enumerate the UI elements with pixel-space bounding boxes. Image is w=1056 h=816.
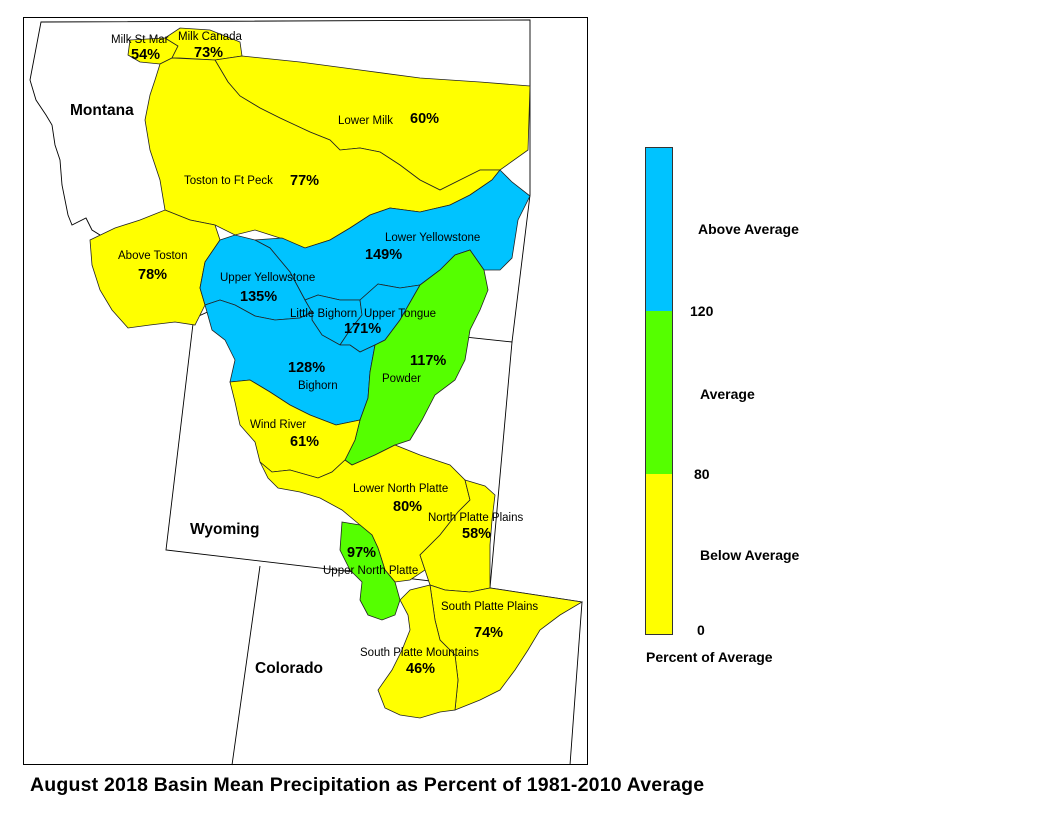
basin-label-milk-st-mary: Milk St Mar [111, 34, 169, 46]
basin-pct-south-platte-plains: 74% [474, 625, 503, 641]
basin-pct-upper-yellowstone: 135% [240, 289, 277, 305]
state-labels: Montana Wyoming Colorado [70, 102, 323, 677]
legend-title: Percent of Average [646, 649, 773, 665]
basin-label-upper-tongue: Upper Tongue [364, 308, 436, 320]
label-wyoming: Wyoming [190, 521, 259, 538]
basin-upper-north-platte[interactable] [339, 521, 401, 621]
legend-swatch-average [646, 311, 672, 474]
basin-label-milk-canada: Milk Canada [178, 31, 243, 43]
basin-label-upper-yellowstone: Upper Yellowstone [220, 272, 315, 284]
basin-label-wind-river: Wind River [250, 419, 306, 431]
basin-pct-lower-milk: 60% [410, 111, 439, 127]
basin-percent-labels: 54% 73% 60% 77% 78% 149% 135% 171% 128% … [131, 45, 503, 677]
basin-label-lower-yellowstone: Lower Yellowstone [385, 232, 480, 244]
basin-label-toston-ft-peck: Toston to Ft Peck [184, 175, 273, 187]
basin-pct-upper-north-platte: 97% [347, 545, 376, 561]
legend-label-below: Below Average [700, 547, 800, 563]
map-caption: August 2018 Basin Mean Precipitation as … [30, 774, 705, 796]
basin-label-bighorn: Bighorn [298, 380, 338, 392]
basin-map: Montana Wyoming Colorado Milk St Mar Mil… [29, 19, 584, 766]
basin-pct-south-platte-mountains: 46% [406, 661, 435, 677]
basin-pct-lower-north-platte: 80% [393, 499, 422, 515]
basin-pct-north-platte-plains: 58% [462, 526, 491, 542]
basin-label-powder: Powder [382, 373, 421, 385]
montana-boundary [29, 19, 531, 343]
basin-name-labels: Milk St Mar Milk Canada Lower Milk Tosto… [111, 31, 538, 659]
legend-tick-0: 0 [697, 622, 705, 638]
basin-pct-bighorn: 128% [288, 360, 325, 376]
basins [89, 27, 584, 719]
basin-pct-milk-st-mary: 54% [131, 47, 160, 63]
legend-swatch-above [646, 148, 672, 311]
basin-pct-toston-ft-peck: 77% [290, 173, 319, 189]
basin-pct-powder: 117% [410, 353, 446, 369]
basin-south-platte-mountains[interactable] [377, 584, 459, 719]
basin-pct-upper-tongue: 171% [344, 321, 381, 337]
basin-pct-above-toston: 78% [138, 267, 167, 283]
basin-label-south-platte-mountains: South Platte Mountains [360, 647, 479, 659]
basin-pct-milk-canada: 73% [194, 45, 223, 61]
legend-tick-80: 80 [694, 466, 710, 482]
basin-label-little-bighorn: Little Bighorn [290, 308, 357, 320]
basin-label-lower-milk: Lower Milk [338, 115, 393, 127]
basin-label-south-platte-plains: South Platte Plains [441, 601, 538, 613]
basin-label-upper-north-platte: Upper North Platte [323, 565, 418, 577]
label-colorado: Colorado [255, 660, 323, 677]
basin-label-above-toston: Above Toston [118, 250, 187, 262]
basin-pct-lower-yellowstone: 149% [365, 247, 402, 263]
legend-label-average: Average [700, 386, 755, 402]
legend-color-bar [645, 147, 673, 635]
wyoming-boundary [165, 306, 513, 589]
legend-tick-120: 120 [690, 303, 714, 319]
basin-label-lower-north-platte: Lower North Platte [353, 483, 448, 495]
basin-pct-wind-river: 61% [290, 434, 319, 450]
basin-powder[interactable] [344, 249, 489, 466]
legend-swatch-below [646, 474, 672, 634]
label-montana: Montana [70, 102, 134, 119]
legend-label-above: Above Average [698, 221, 799, 237]
basin-label-north-platte-plains: North Platte Plains [428, 512, 523, 524]
